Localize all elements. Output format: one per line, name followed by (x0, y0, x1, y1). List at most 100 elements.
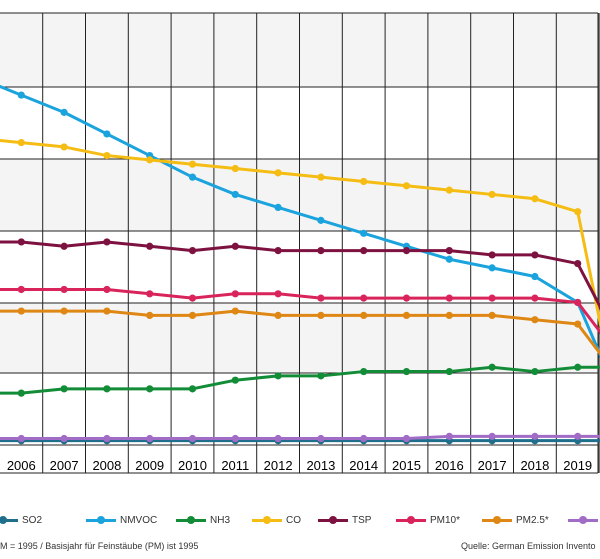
data-point (402, 182, 411, 190)
data-point (445, 311, 453, 319)
data-point (531, 251, 539, 259)
data-point (445, 255, 453, 263)
data-point (103, 238, 111, 246)
legend-swatch (0, 513, 18, 527)
legend-swatch (482, 513, 512, 527)
data-point (531, 432, 539, 440)
data-point (574, 320, 582, 328)
legend-item: PM10* (396, 510, 460, 530)
data-point (146, 156, 154, 164)
data-point (574, 363, 582, 371)
legend-label: NH3 (210, 514, 231, 526)
data-point (60, 242, 68, 250)
data-point (488, 251, 496, 259)
data-point (60, 307, 68, 315)
data-point (103, 307, 111, 315)
data-point (17, 285, 25, 294)
data-point (360, 177, 368, 186)
data-point (60, 285, 68, 294)
footnote-source: Quelle: German Emission Invento (461, 541, 596, 551)
data-point (360, 367, 368, 376)
series-line-4 (0, 240, 600, 310)
data-point (60, 143, 68, 151)
x-tick-label: 2019 (563, 458, 592, 473)
data-point (274, 372, 282, 380)
data-point (317, 247, 325, 255)
footnote-base-year: M = 1995 / Basisjahr für Feinstäube (PM)… (0, 541, 199, 551)
data-point (574, 208, 582, 216)
legend-item: B (568, 510, 600, 530)
data-point (274, 434, 282, 443)
x-tick-label: 2017 (478, 458, 507, 473)
data-point (146, 290, 154, 298)
data-point (60, 434, 68, 443)
data-point (360, 294, 368, 302)
data-point (360, 434, 368, 443)
data-point (188, 385, 197, 393)
legend-item: TSP (318, 510, 371, 530)
data-point (17, 389, 25, 397)
data-point (188, 434, 197, 443)
data-point (188, 247, 197, 255)
legend-swatch (568, 513, 598, 527)
data-point (531, 367, 539, 376)
data-point (360, 311, 368, 319)
data-point (188, 294, 197, 302)
x-tick-label: 2016 (435, 458, 464, 473)
x-tick-label: 2014 (349, 458, 378, 473)
data-point (488, 432, 496, 440)
data-point (146, 434, 154, 443)
x-tick-label: 2013 (306, 458, 335, 473)
data-point (231, 434, 239, 443)
legend-item: CO (252, 510, 301, 530)
data-point (103, 151, 111, 160)
data-point (488, 294, 496, 302)
data-point (488, 311, 496, 319)
series-line-2 (0, 365, 600, 395)
data-point (188, 160, 197, 168)
series-line-3 (0, 138, 600, 330)
data-point (402, 367, 411, 376)
x-tick-label: 2008 (92, 458, 121, 473)
x-tick-label: 2015 (392, 458, 421, 473)
data-point (445, 186, 453, 194)
x-tick-label: 2011 (221, 458, 249, 473)
x-tick-label: 2006 (7, 458, 36, 473)
series-lines (0, 84, 600, 445)
data-point (445, 432, 453, 440)
data-point (231, 164, 239, 173)
data-point (531, 294, 539, 302)
data-point (488, 363, 496, 371)
data-point (402, 247, 411, 255)
data-point (146, 242, 154, 250)
legend-item: NH3 (176, 510, 230, 530)
data-point (103, 385, 111, 393)
data-point (17, 434, 25, 443)
data-point (103, 130, 111, 138)
data-point (574, 298, 582, 307)
data-point (274, 169, 282, 177)
data-point (103, 285, 111, 294)
data-point (445, 367, 453, 376)
data-point (488, 264, 496, 272)
data-point (188, 173, 197, 181)
legend-item: NMVOC (86, 510, 157, 530)
series-line-7 (0, 434, 600, 441)
legend-label: NMVOC (120, 514, 158, 526)
legend-swatch (176, 513, 206, 527)
data-point (17, 139, 25, 147)
legend-swatch (252, 513, 282, 527)
x-tick-label: 2018 (520, 458, 549, 473)
data-point (146, 385, 154, 393)
data-point (317, 434, 325, 443)
data-point (60, 108, 68, 116)
data-point (60, 385, 68, 393)
series-line-1 (0, 84, 600, 359)
data-point (317, 216, 325, 224)
data-point (274, 247, 282, 255)
legend-label: SO2 (22, 514, 43, 526)
data-point (402, 434, 411, 443)
legend-item: PM2.5* (482, 510, 549, 530)
x-tick-label: 2010 (178, 458, 207, 473)
